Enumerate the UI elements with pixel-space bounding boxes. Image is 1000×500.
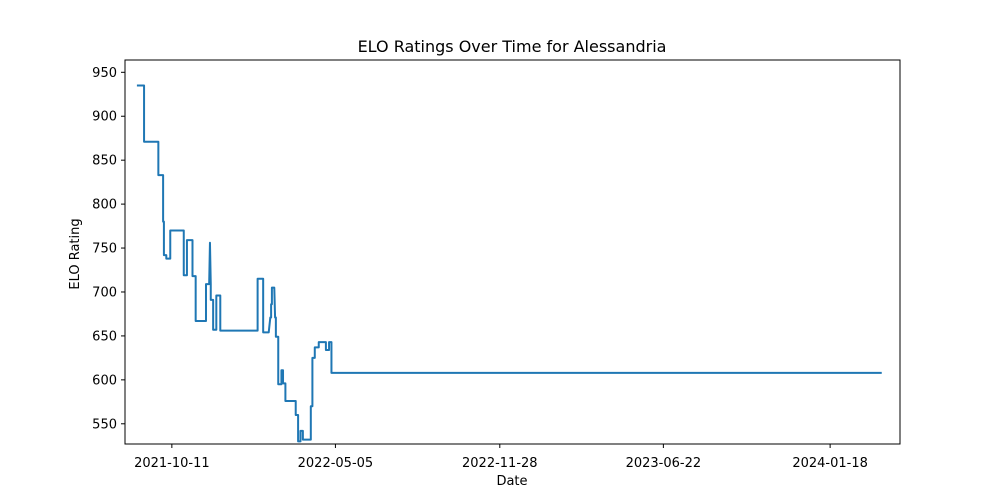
plot-area: 550 600 650 700 750 800 850 900 950 2021-10-11 202… <box>92 59 901 471</box>
x-tick-label: 2022-05-05 <box>298 456 374 471</box>
x-tick-label: 2023-06-22 <box>626 456 702 471</box>
x-tick-label: 2021-10-11 <box>134 456 210 471</box>
y-tick-label: 550 <box>92 417 117 432</box>
y-tick-label: 900 <box>92 110 117 125</box>
x-axis-label: Date <box>496 474 527 489</box>
y-tick-label: 950 <box>92 66 117 81</box>
y-tick-label: 850 <box>92 154 117 169</box>
series-line <box>136 84 882 443</box>
axes-frame <box>124 59 901 445</box>
y-tick-label: 700 <box>92 285 117 300</box>
chart-title: ELO Ratings Over Time for Alessandria <box>358 37 667 56</box>
y-tick-label: 650 <box>92 329 117 344</box>
y-axis-label: ELO Rating <box>68 218 83 289</box>
x-tick-label: 2024-01-18 <box>792 456 868 471</box>
y-tick-label: 750 <box>92 242 117 257</box>
y-tick-label: 800 <box>92 198 117 213</box>
y-tick-label: 600 <box>92 373 117 388</box>
x-tick-label: 2022-11-28 <box>462 456 538 471</box>
